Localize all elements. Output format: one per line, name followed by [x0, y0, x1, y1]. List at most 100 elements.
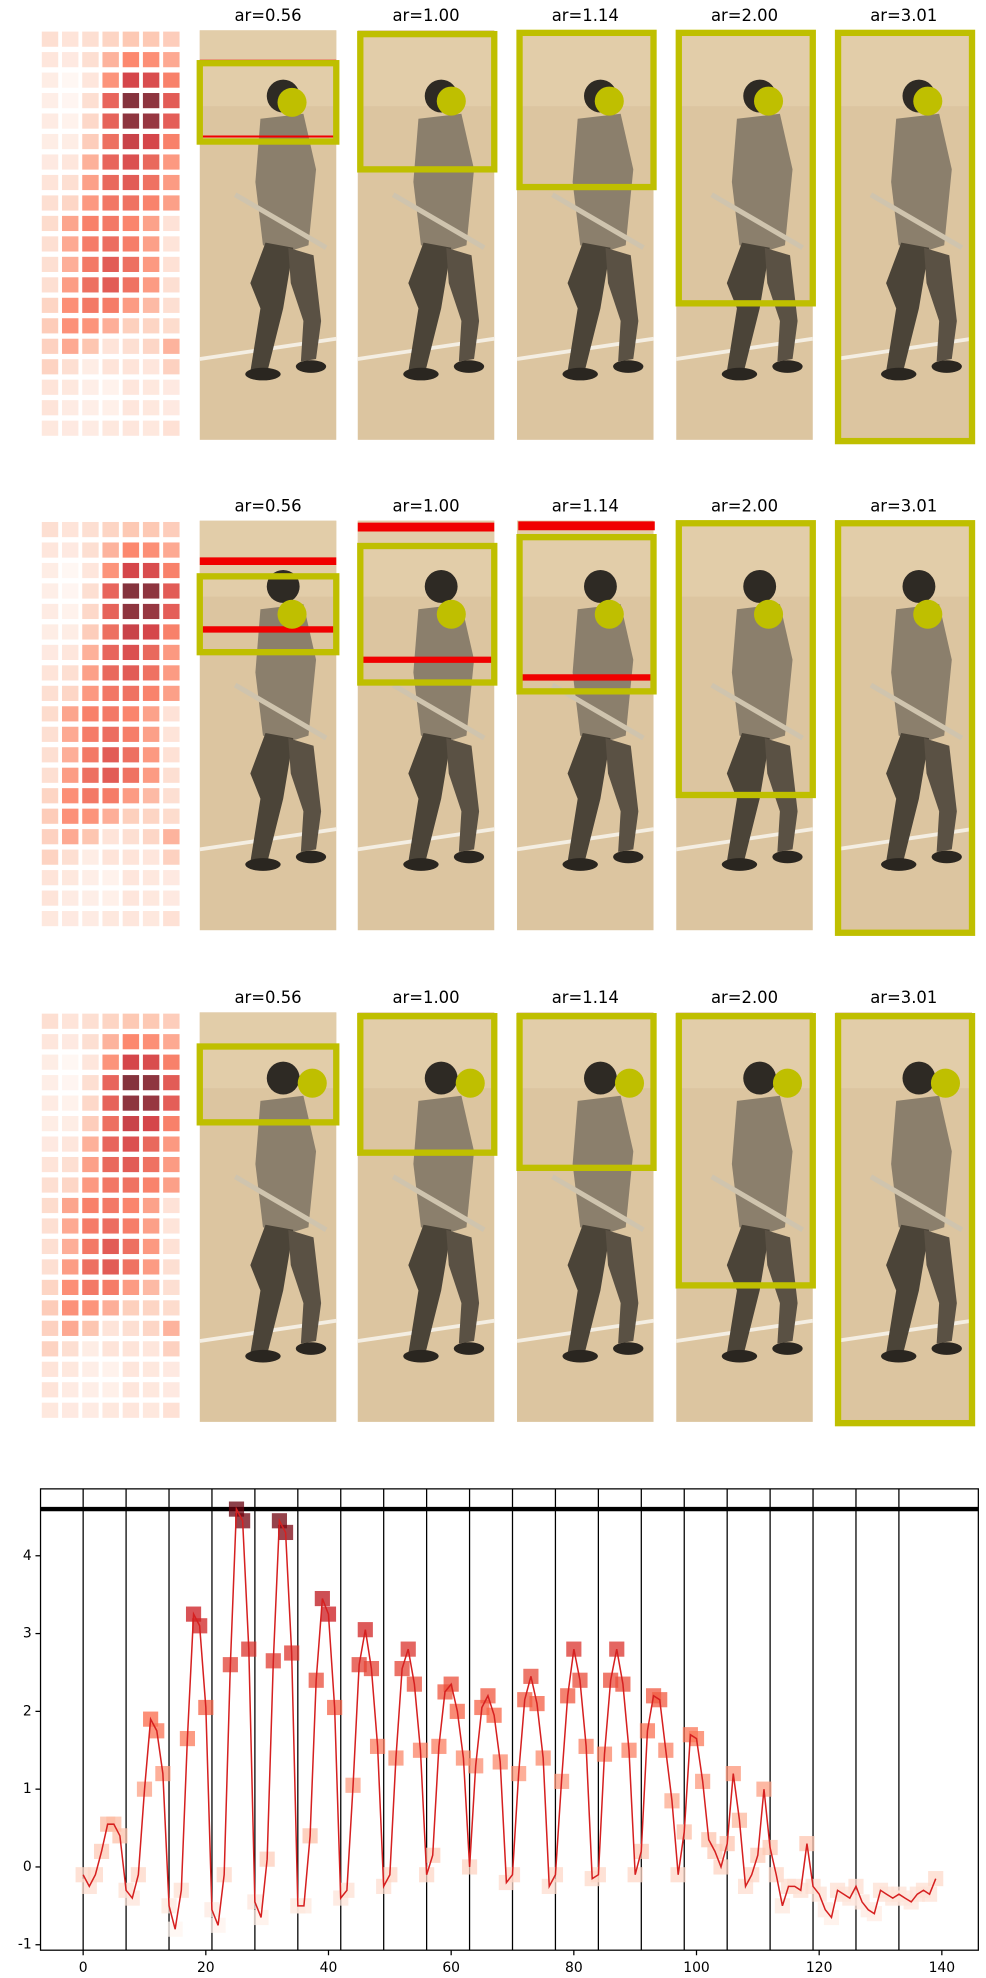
heatmap-cell — [102, 236, 119, 252]
heatmap-cell — [41, 297, 59, 313]
heatmap-cell — [41, 829, 59, 845]
heatmap-cell — [62, 726, 79, 742]
heatmap-cell — [62, 236, 79, 252]
heatmap-cell — [102, 154, 119, 170]
heatmap-cell — [122, 870, 140, 886]
heatmap-cell — [62, 624, 79, 640]
heatmap-cell — [142, 1238, 160, 1255]
heatmap-cell — [41, 256, 59, 272]
heatmap-cell — [82, 174, 99, 191]
heatmap-cell — [102, 644, 119, 661]
heatmap-cell — [41, 1136, 59, 1152]
heatmap-cell — [163, 1279, 180, 1295]
heatmap-cell — [62, 31, 79, 47]
x-tick-label: 0 — [79, 1960, 88, 1976]
heatmap-cell — [102, 1095, 119, 1111]
heatmap-cell — [82, 359, 99, 375]
panel-title: ar=2.00 — [711, 988, 778, 1007]
heatmap-cell — [62, 1402, 79, 1418]
heatmap-cell — [163, 1259, 180, 1275]
panel-title: ar=1.14 — [552, 496, 619, 515]
heatmap-cell — [122, 338, 140, 354]
heatmap-cell — [142, 52, 160, 68]
heatmap-cell — [142, 521, 160, 538]
heatmap-cell — [163, 808, 180, 824]
heatmap-cell — [82, 624, 99, 640]
heatmap-cell — [82, 665, 99, 681]
heatmap-cell — [102, 1402, 119, 1418]
heatmap-cell — [62, 1034, 79, 1050]
heatmap-cell — [62, 542, 79, 558]
crop-box — [357, 30, 498, 173]
heatmap-cell — [102, 31, 119, 47]
heatmap-cell — [62, 1259, 79, 1275]
heatmap-cell — [41, 1402, 59, 1418]
heatmap-cell — [102, 1382, 119, 1398]
crop-box — [516, 533, 657, 695]
panel-title: ar=3.01 — [870, 988, 937, 1007]
heatmap-cell — [82, 195, 99, 211]
heatmap-cell — [163, 174, 180, 191]
heatmap-cell — [62, 829, 79, 845]
heatmap-cell — [102, 767, 119, 783]
heatmap-cell — [41, 1075, 59, 1091]
heatmap-cell — [163, 297, 180, 313]
heatmap-cell — [122, 420, 140, 436]
heatmap-cell — [62, 1136, 79, 1152]
heatmap-cell — [142, 195, 160, 211]
heatmap-cell — [102, 379, 119, 395]
heatmap-cell — [62, 788, 79, 804]
heatmap-cell — [122, 808, 140, 824]
heatmap-cell — [62, 870, 79, 886]
heatmap-cell — [142, 583, 160, 599]
heatmap-cell — [163, 338, 180, 354]
heatmap-cell — [82, 1177, 99, 1193]
heatmap-cell — [102, 1259, 119, 1275]
heatmap-cell — [122, 849, 140, 865]
heatmap-cell — [41, 72, 59, 88]
heatmap-cell — [142, 113, 160, 129]
heatmap-cell — [62, 1341, 79, 1357]
heatmap-cell — [41, 1382, 59, 1398]
crop-box — [675, 1013, 816, 1289]
heatmap-cell — [62, 195, 79, 211]
heatmap-cell — [122, 583, 140, 599]
heatmap-cell — [122, 133, 140, 150]
heatmap-cell — [82, 542, 99, 558]
heatmap-cell — [122, 1361, 140, 1377]
crop-box — [834, 29, 976, 445]
heatmap-cell — [41, 359, 59, 375]
heatmap-cell — [62, 1320, 79, 1336]
crop-box — [357, 1013, 498, 1156]
heatmap-cell — [82, 1218, 99, 1234]
photo — [200, 30, 337, 440]
heatmap-cell — [62, 747, 79, 763]
face-marker — [614, 1068, 645, 1098]
y-tick-label: 1 — [23, 1781, 32, 1797]
heatmap-cell — [142, 318, 160, 334]
heatmap-cell — [163, 215, 180, 232]
heatmap-cell — [122, 1382, 140, 1398]
heatmap-cell — [41, 195, 59, 211]
heatmap-cell — [82, 1382, 99, 1398]
heatmap-cell — [163, 1320, 180, 1336]
photo — [676, 30, 813, 440]
heatmap-cell — [102, 1034, 119, 1050]
heatmap-cell — [41, 1095, 59, 1111]
heatmap-cell — [163, 1361, 180, 1377]
heatmap-cell — [41, 747, 59, 763]
heatmap-cell — [102, 256, 119, 272]
photo — [358, 30, 495, 440]
heatmap-cell — [163, 521, 180, 538]
heatmap-cell — [41, 644, 59, 661]
heatmap-cell — [82, 1136, 99, 1152]
heatmap-cell — [102, 359, 119, 375]
x-tick-label: 120 — [806, 1960, 833, 1976]
heatmap-cell — [82, 1075, 99, 1091]
heatmap-cell — [142, 297, 160, 313]
heatmap-cell — [142, 1218, 160, 1234]
marker — [928, 1871, 944, 1887]
heatmap-cell — [142, 338, 160, 354]
heatmap-cell — [122, 174, 140, 191]
heatmap-cell — [142, 1259, 160, 1275]
